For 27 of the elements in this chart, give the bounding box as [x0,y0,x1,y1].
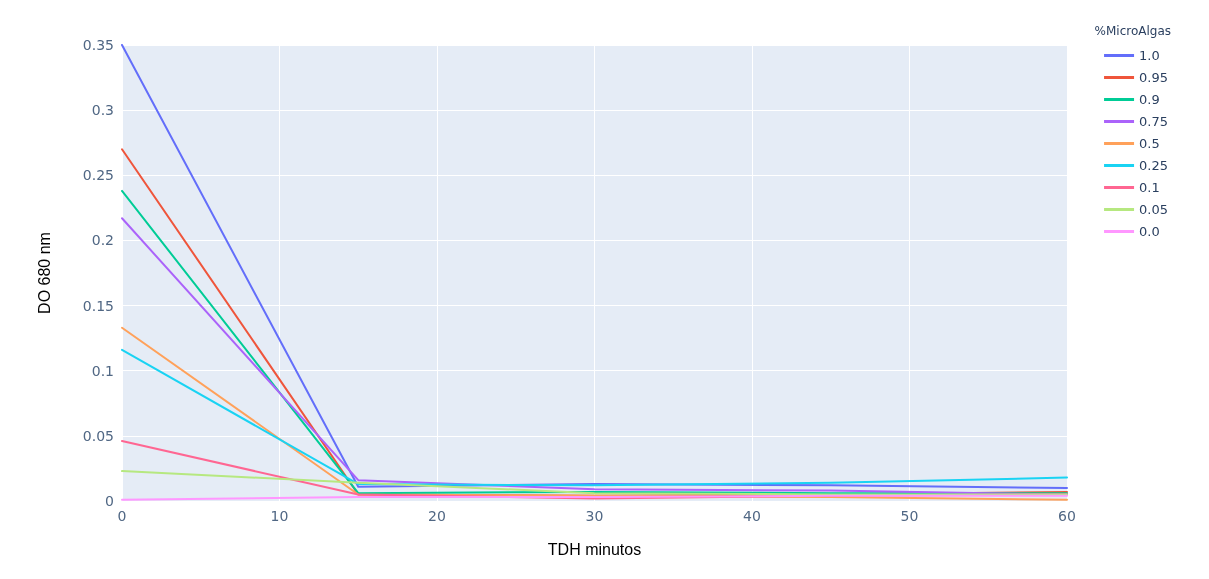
x-tick-label: 40 [743,508,761,524]
x-tick-label: 60 [1058,508,1076,524]
legend-label: 0.25 [1139,158,1169,173]
y-tick-label: 0.05 [82,427,114,444]
x-tick-label: 20 [428,508,446,524]
y-tick-label: 0.25 [82,167,114,184]
x-tick-label: 0 [117,508,127,524]
y-tick-label: 0.15 [82,297,114,314]
legend-label: 0.95 [1139,70,1169,85]
y-tick-label: 0.35 [82,37,114,53]
y-tick-label: 0.2 [91,232,114,249]
y-axis-title: DO 680 nm [35,232,53,314]
legend-label: 0.75 [1139,114,1169,129]
x-tick-label: 10 [270,508,289,524]
legend-label: 1.0 [1139,48,1160,63]
legend-label: 0.0 [1139,224,1160,239]
legend-label: 0.5 [1139,136,1160,151]
legend-label: 0.05 [1139,202,1169,217]
legend-label: 0.9 [1139,92,1160,107]
y-tick-label: 0.3 [91,102,114,119]
x-tick-label: 30 [585,508,604,524]
legend-title: %MicroAlgas [1094,24,1171,38]
x-tick-label: 50 [900,508,919,524]
y-tick-label: 0 [105,493,114,509]
x-axis-title: TDH minutos [547,540,642,558]
y-tick-label: 0.1 [91,362,114,379]
legend-label: 0.1 [1139,180,1160,195]
